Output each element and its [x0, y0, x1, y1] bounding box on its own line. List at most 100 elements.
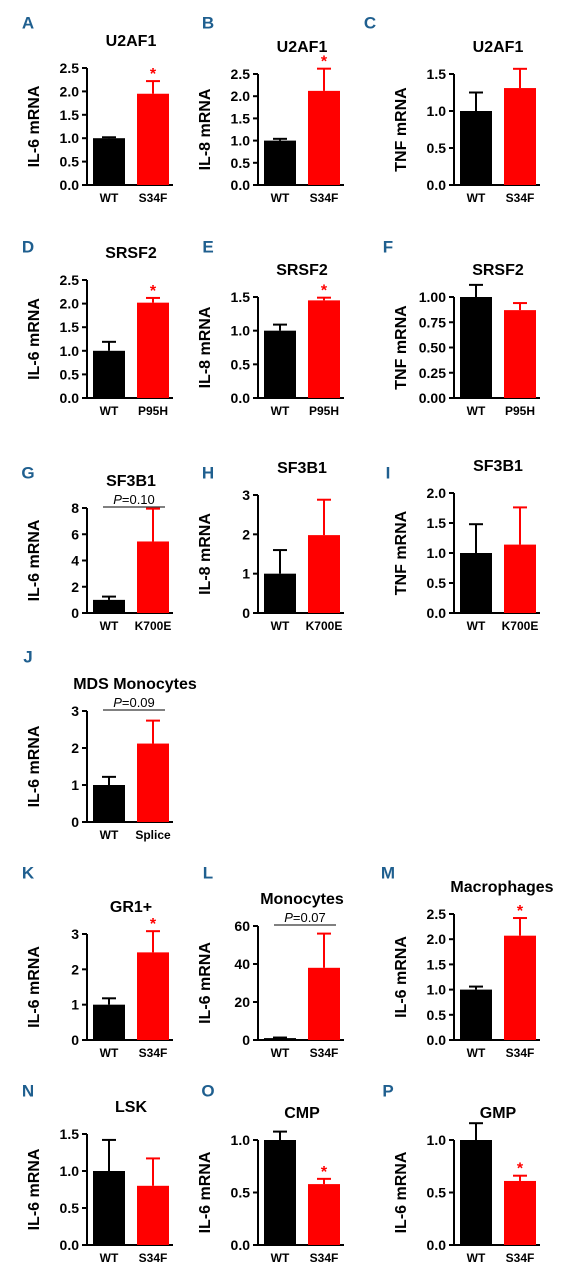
panel-letter: O	[201, 1081, 214, 1100]
bar-wt	[93, 599, 125, 613]
bar-wt	[460, 111, 492, 185]
significance-star: *	[321, 1164, 328, 1181]
bar-wt	[460, 297, 492, 398]
y-tick-label: 1.5	[60, 1126, 80, 1142]
x-tick-label: WT	[467, 404, 486, 418]
y-tick-label: 1.5	[427, 515, 447, 531]
y-tick-label: 2	[71, 579, 79, 595]
y-tick-label: 0.0	[427, 605, 447, 621]
x-tick-label: S34F	[310, 1046, 339, 1060]
x-tick-label: Splice	[135, 828, 171, 842]
y-tick-label: 0.50	[419, 340, 446, 356]
y-tick-label: 2	[71, 961, 79, 977]
y-axis-label: IL-6 mRNA	[197, 942, 214, 1024]
y-tick-label: 0.0	[427, 1237, 447, 1253]
y-tick-label: 0.25	[419, 365, 446, 381]
panel-letter: E	[202, 237, 213, 256]
y-tick-label: 1.0	[231, 133, 251, 149]
x-tick-label: P95H	[309, 404, 339, 418]
bar-wt	[93, 138, 125, 185]
bar-wt	[264, 573, 296, 613]
y-tick-label: 2	[242, 526, 250, 542]
panel-title: U2AF1	[106, 33, 157, 50]
y-tick-label: 0	[242, 1032, 250, 1048]
y-tick-label: 1.5	[427, 66, 447, 82]
bar-wt	[264, 140, 296, 185]
panel-letter: C	[364, 13, 376, 32]
bar-wt	[93, 350, 125, 398]
y-tick-label: 20	[234, 994, 250, 1010]
y-tick-label: 2.5	[60, 272, 80, 288]
bar-wt	[264, 1140, 296, 1245]
y-tick-label: 2.0	[427, 931, 447, 947]
y-axis-label: IL-6 mRNA	[26, 298, 43, 380]
y-tick-label: 1.0	[231, 323, 251, 339]
panel-title: SRSF2	[472, 262, 524, 279]
y-tick-label: 2.5	[231, 66, 251, 82]
x-tick-label: WT	[271, 1046, 290, 1060]
p-value-label: P=0.07	[284, 910, 326, 925]
bar-s34f	[308, 967, 340, 1040]
y-tick-label: 0.5	[427, 1185, 447, 1201]
significance-star: *	[150, 66, 157, 83]
y-tick-label: 2.0	[231, 88, 251, 104]
x-tick-label: WT	[100, 828, 119, 842]
panel-l: L Monocytes 0 20 40 60 IL-6 mRNA WT S34F P=0.07	[197, 863, 344, 1060]
y-tick-label: 2	[71, 740, 79, 756]
y-tick-label: 6	[71, 526, 79, 542]
panel-letter: D	[22, 237, 34, 256]
panel-k: K GR1+ 0 1 2 3 IL-6 mRNA WT S34F *	[22, 863, 173, 1060]
y-tick-label: 0.0	[60, 177, 80, 193]
y-axis-label: IL-6 mRNA	[26, 519, 43, 601]
panel-title: CMP	[284, 1105, 320, 1122]
panel-f: F SRSF2 0.00 0.25 0.50 0.75 1.00 TNF mRNA WT P95H	[383, 237, 540, 418]
y-tick-label: 3	[71, 926, 79, 942]
y-tick-label: 0.0	[60, 1237, 80, 1253]
bar-p95h	[504, 310, 536, 398]
bar-wt	[460, 989, 492, 1040]
panel-n: N LSK 0.0 0.5 1.0 1.5 IL-6 mRNA WT S34F	[22, 1081, 173, 1265]
y-tick-label: 40	[234, 956, 250, 972]
y-tick-label: 1.5	[427, 956, 447, 972]
y-axis-label: IL-6 mRNA	[197, 1151, 214, 1233]
panel-title: Macrophages	[450, 879, 553, 896]
x-tick-label: S34F	[139, 191, 168, 205]
x-tick-label: WT	[467, 1251, 486, 1265]
panel-letter: K	[22, 863, 35, 882]
y-tick-label: 1.0	[231, 1132, 251, 1148]
panel-title: U2AF1	[473, 39, 524, 56]
bar-s34f	[504, 935, 536, 1040]
x-tick-label: S34F	[506, 1251, 535, 1265]
panel-title: SRSF2	[105, 245, 157, 262]
y-tick-label: 1.0	[60, 130, 80, 146]
y-tick-label: 0.5	[231, 155, 251, 171]
y-tick-label: 4	[71, 553, 79, 569]
bar-wt	[93, 785, 125, 822]
y-axis-label: IL-6 mRNA	[393, 1151, 410, 1233]
y-axis-label: IL-6 mRNA	[26, 85, 43, 167]
bar-s34f	[308, 1184, 340, 1245]
panel-letter: J	[23, 647, 32, 666]
panel-h: H SF3B1 0 1 2 3 IL-8 mRNA WT K700E	[197, 460, 344, 633]
panel-letter: G	[21, 463, 34, 482]
y-tick-label: 2.5	[60, 60, 80, 76]
y-tick-label: 3	[71, 703, 79, 719]
panel-e: E SRSF2 0.0 0.5 1.0 1.5 IL-8 mRNA WT P95H *	[197, 237, 344, 418]
y-axis-label: IL-6 mRNA	[393, 936, 410, 1018]
y-tick-label: 1.0	[427, 982, 447, 998]
x-tick-label: WT	[100, 619, 119, 633]
y-axis-label: IL-6 mRNA	[26, 725, 43, 807]
y-axis-label: IL-8 mRNA	[197, 88, 214, 170]
x-tick-label: S34F	[139, 1251, 168, 1265]
panel-title: GR1+	[110, 899, 152, 916]
y-tick-label: 0.00	[419, 390, 446, 406]
significance-star: *	[321, 54, 328, 71]
x-tick-label: WT	[100, 404, 119, 418]
panel-d: D SRSF2 0.0 0.5 1.0 1.5 2.0 2.5 IL-6 mRNA WT P95H *	[22, 237, 173, 418]
panel-title: MDS Monocytes	[73, 676, 197, 693]
y-tick-label: 2.0	[60, 83, 80, 99]
y-tick-label: 1.00	[419, 289, 446, 305]
x-tick-label: WT	[271, 404, 290, 418]
panel-m: M Macrophages 0.0 0.5 1.0 1.5 2.0 2.5 IL-6 mRNA W…	[381, 863, 554, 1060]
y-tick-label: 2.0	[60, 296, 80, 312]
